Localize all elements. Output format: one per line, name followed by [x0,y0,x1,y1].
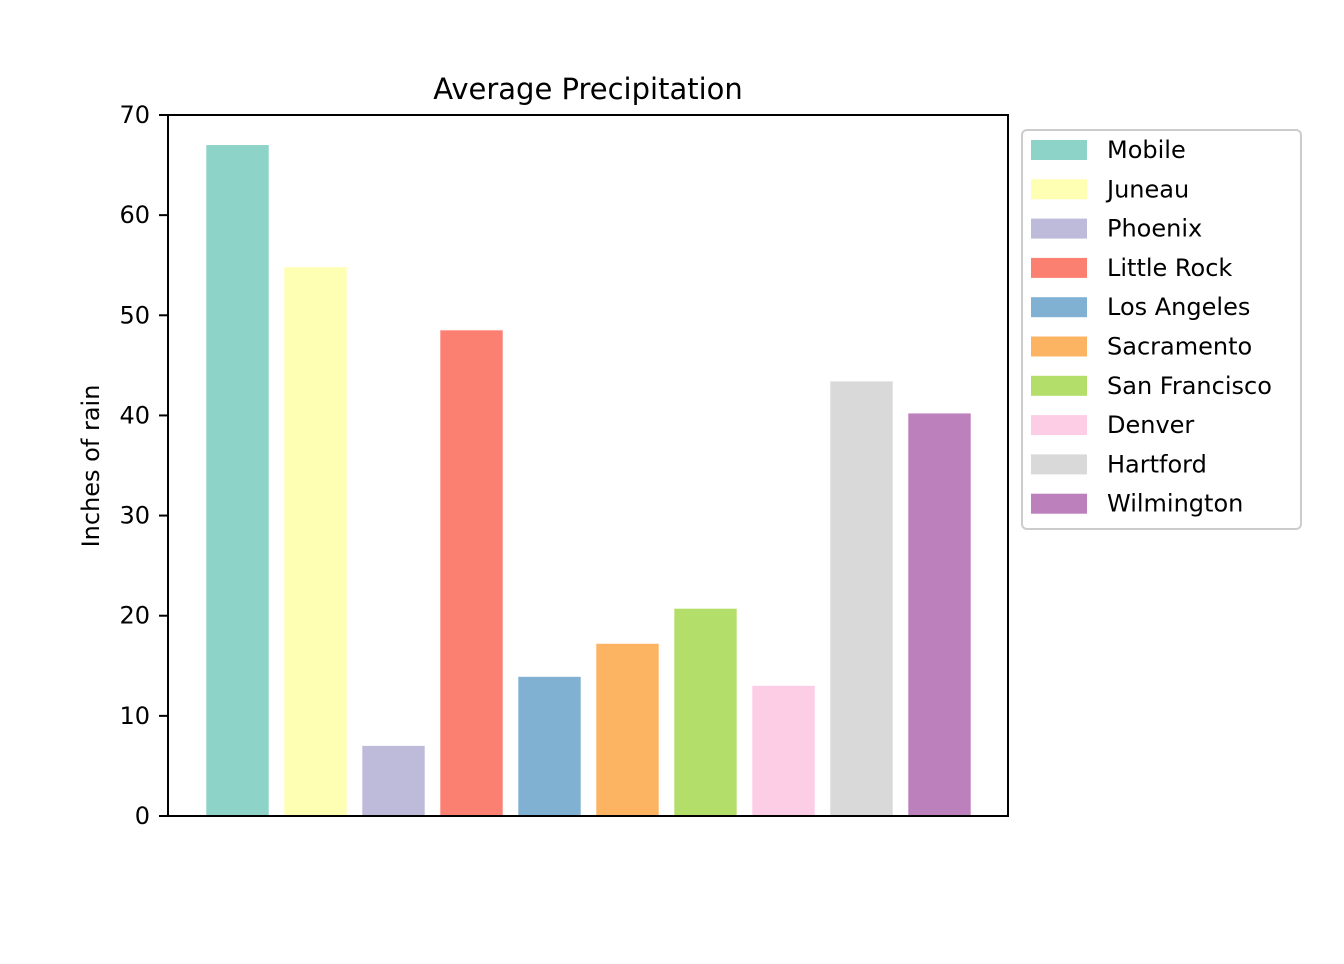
legend-entry: Denver [1031,411,1194,439]
y-axis: 0 10 20 30 40 50 60 70 [119,101,168,830]
legend-swatch [1031,297,1087,318]
legend-entry: Wilmington [1031,490,1243,518]
y-axis-label: Inches of rain [77,385,105,548]
legend-entry: Hartford [1031,450,1207,478]
bar-sacramento [596,643,659,816]
chart-title: Average Precipitation [433,72,743,106]
legend-entry: San Francisco [1031,372,1272,400]
legend-label: Mobile [1107,136,1186,164]
legend-entry: Mobile [1031,136,1186,164]
legend-items: Mobile Juneau Phoenix Little Rock Los Angele… [1031,136,1272,518]
bar-little-rock [440,330,503,816]
legend-entry: Little Rock [1031,254,1232,282]
bar-juneau [284,267,347,817]
legend-swatch [1031,179,1087,200]
legend-label: Juneau [1105,175,1189,203]
bars-layer [206,145,971,817]
bar-mobile [206,145,269,817]
legend-frame [1021,129,1302,530]
legend-label: Wilmington [1107,490,1243,518]
legend-entry: Phoenix [1031,215,1202,243]
bar-los-angeles [518,676,581,816]
legend-label: Los Angeles [1107,293,1250,321]
legend-label: Denver [1107,411,1194,439]
legend-label: San Francisco [1107,372,1272,400]
legend-entry: Juneau [1031,175,1189,203]
y-tick-label: 70 [119,101,150,129]
legend-swatch [1031,415,1087,436]
legend-label: Little Rock [1107,254,1232,282]
legend-swatch [1031,257,1087,278]
legend-swatch [1031,375,1087,396]
y-tick-label: 10 [119,702,150,730]
legend-swatch [1031,493,1087,514]
y-tick-label: 0 [135,802,150,830]
plot-frame [167,114,1009,817]
y-tick-label: 60 [119,201,150,229]
legend-entry: Sacramento [1031,333,1252,361]
legend-swatch [1031,336,1087,357]
bar-hartford [830,381,893,816]
legend-entry: Los Angeles [1031,293,1250,321]
bar-phoenix [362,745,425,816]
y-tick-label: 30 [119,502,150,530]
legend-swatch [1031,140,1087,160]
legend-label: Sacramento [1107,333,1252,361]
y-tick-label: 40 [119,401,150,429]
legend: Mobile Juneau Phoenix Little Rock Los Angele… [1021,129,1302,530]
bar-san-francisco [674,608,737,816]
bar-wilmington [908,413,971,816]
legend-label: Phoenix [1107,215,1202,243]
bar-denver [752,685,815,816]
legend-swatch [1031,218,1087,239]
y-tick-label: 20 [119,602,150,630]
legend-label: Hartford [1107,450,1207,478]
legend-swatch [1031,454,1087,475]
y-tick-label: 50 [119,301,150,329]
